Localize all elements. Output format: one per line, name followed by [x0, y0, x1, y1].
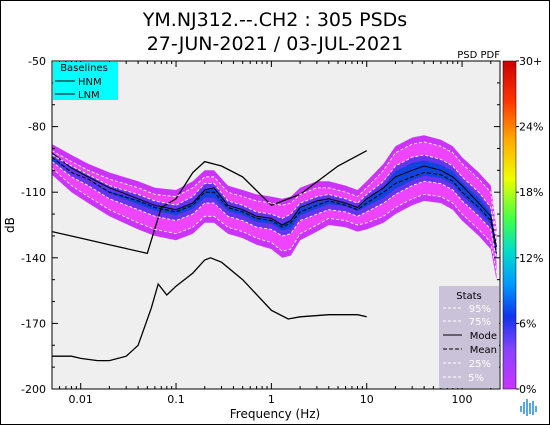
logo-bar [520, 406, 522, 412]
colorbar-ticks: 30+ 24% 18% 12% 6% 0% [516, 55, 543, 396]
pdf-band-core [52, 155, 497, 260]
colorbar-tick-label: 30+ [519, 55, 542, 68]
lnm-legend-label: LNM [78, 90, 100, 101]
logo-bar [529, 403, 531, 414]
stats-95-label: 95% [469, 304, 491, 315]
y-tick-label: -80 [28, 121, 46, 134]
series-line-5pct [52, 167, 497, 274]
series-line-hnm [52, 150, 368, 255]
series-line-mean [52, 156, 497, 254]
x-tick-label: 1 [268, 393, 275, 406]
series-line-mode [52, 152, 497, 247]
series-line-75pct [52, 154, 497, 243]
logo [520, 399, 537, 416]
stats-5-label: 5% [468, 373, 484, 384]
colorbar-tick-label: 6% [519, 317, 536, 330]
series-line-lnm [52, 257, 367, 362]
y-tick-label: -200 [21, 383, 46, 396]
stats-legend: Stats 95% 75% Mode Mean 25% 5% [439, 286, 499, 388]
x-tick-label: 0.1 [167, 393, 185, 406]
pdf-band-wide [52, 141, 497, 274]
series-line-25pct [52, 161, 497, 261]
colorbar-gradient [502, 60, 517, 390]
chart-title: YM.NJ312.--.CH2 : 305 PSDs [142, 9, 407, 31]
x-axis-label: Frequency (Hz) [230, 407, 321, 421]
chart-subtitle: 27-JUN-2021 / 03-JUL-2021 [147, 33, 404, 55]
colorbar-tick-label: 12% [519, 252, 543, 265]
series-line-95pct [52, 141, 497, 236]
colorbar-tick-label: 18% [519, 186, 543, 199]
colorbar-tick-label: 0% [519, 383, 536, 396]
stats-legend-box [439, 286, 499, 388]
colorbar: 30+ 24% 18% 12% 6% 0% [502, 55, 543, 396]
y-tick-label: -50 [28, 55, 46, 68]
hnm-legend-label: HNM [78, 77, 102, 88]
stats-mode-label: Mode [470, 331, 497, 342]
baselines-legend: Baselines HNM LNM [53, 62, 118, 101]
stats-25-label: 25% [469, 359, 491, 370]
logo-bar [532, 401, 534, 415]
x-tick-label: 100 [452, 393, 473, 406]
y-tick-label: -140 [21, 252, 46, 265]
x-tick-label: 0.01 [68, 393, 93, 406]
logo-bar [535, 406, 537, 412]
colorbar-tick-label: 24% [519, 121, 543, 134]
y-tick-label: -170 [21, 317, 46, 330]
series-layer [52, 141, 497, 362]
x-tick-label: 10 [360, 393, 374, 406]
pdf-density [52, 135, 497, 280]
psd-pdf-label: PSD PDF [457, 50, 500, 61]
y-axis-label: dB [3, 217, 17, 233]
stats-legend-title: Stats [456, 291, 482, 302]
plot-border [51, 60, 501, 390]
baselines-legend-title: Baselines [60, 63, 108, 74]
stats-mean-label: Mean [470, 345, 497, 356]
logo-bar [523, 402, 525, 414]
axes: 0.01 0.1 1 10 100 -50 -80 -110 -140 -170 -200 [21, 55, 500, 406]
logo-bar [526, 399, 528, 416]
stats-75-label: 75% [469, 317, 491, 328]
y-tick-label: -110 [21, 186, 46, 199]
